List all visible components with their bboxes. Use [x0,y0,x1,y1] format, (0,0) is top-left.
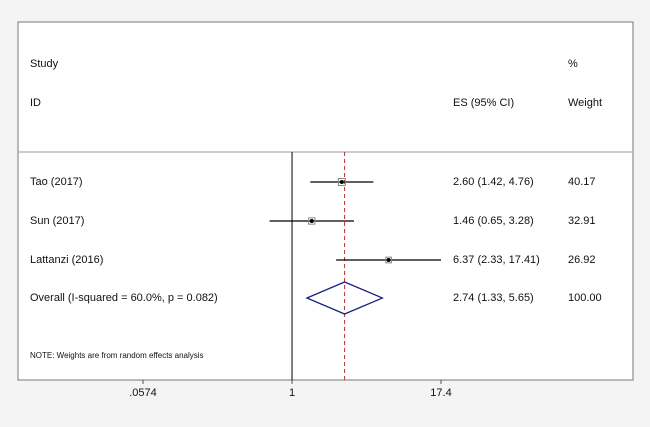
point-estimate [339,180,344,184]
header-id: ID [30,97,41,109]
study-label: Sun (2017) [30,215,84,227]
es-label: 2.74 (1.33, 5.65) [453,292,534,304]
weight-label: 32.91 [568,215,596,227]
x-tick-label: 1 [289,387,295,399]
header-study: Study [30,58,59,70]
x-tick-label: 17.4 [430,387,451,399]
weight-label: 26.92 [568,254,596,266]
es-label: 1.46 (0.65, 3.28) [453,215,534,227]
weight-box [385,256,392,264]
study-label: Tao (2017) [30,176,83,188]
overall-label: Overall (I-squared = 60.0%, p = 0.082) [30,292,218,304]
x-tick-label: .0574 [129,387,157,399]
es-label: 2.60 (1.42, 4.76) [453,176,534,188]
weight-label: 40.17 [568,176,596,188]
note: NOTE: Weights are from random effects an… [30,351,204,360]
header-es: ES (95% CI) [453,97,514,109]
weight-box [337,178,346,186]
study-label: Lattanzi (2016) [30,254,103,266]
header-pct: % [568,58,578,70]
es-label: 6.37 (2.33, 17.41) [453,254,540,266]
weight-box [308,217,316,225]
plot-frame [17,21,634,381]
header-weight: Weight [568,97,602,109]
overall-diamond [305,281,385,315]
point-estimate [386,258,391,262]
weight-label: 100.00 [568,292,602,304]
point-estimate [309,219,314,223]
